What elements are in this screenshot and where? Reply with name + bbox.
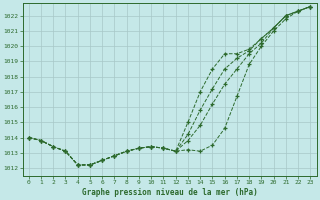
X-axis label: Graphe pression niveau de la mer (hPa): Graphe pression niveau de la mer (hPa) (82, 188, 258, 197)
